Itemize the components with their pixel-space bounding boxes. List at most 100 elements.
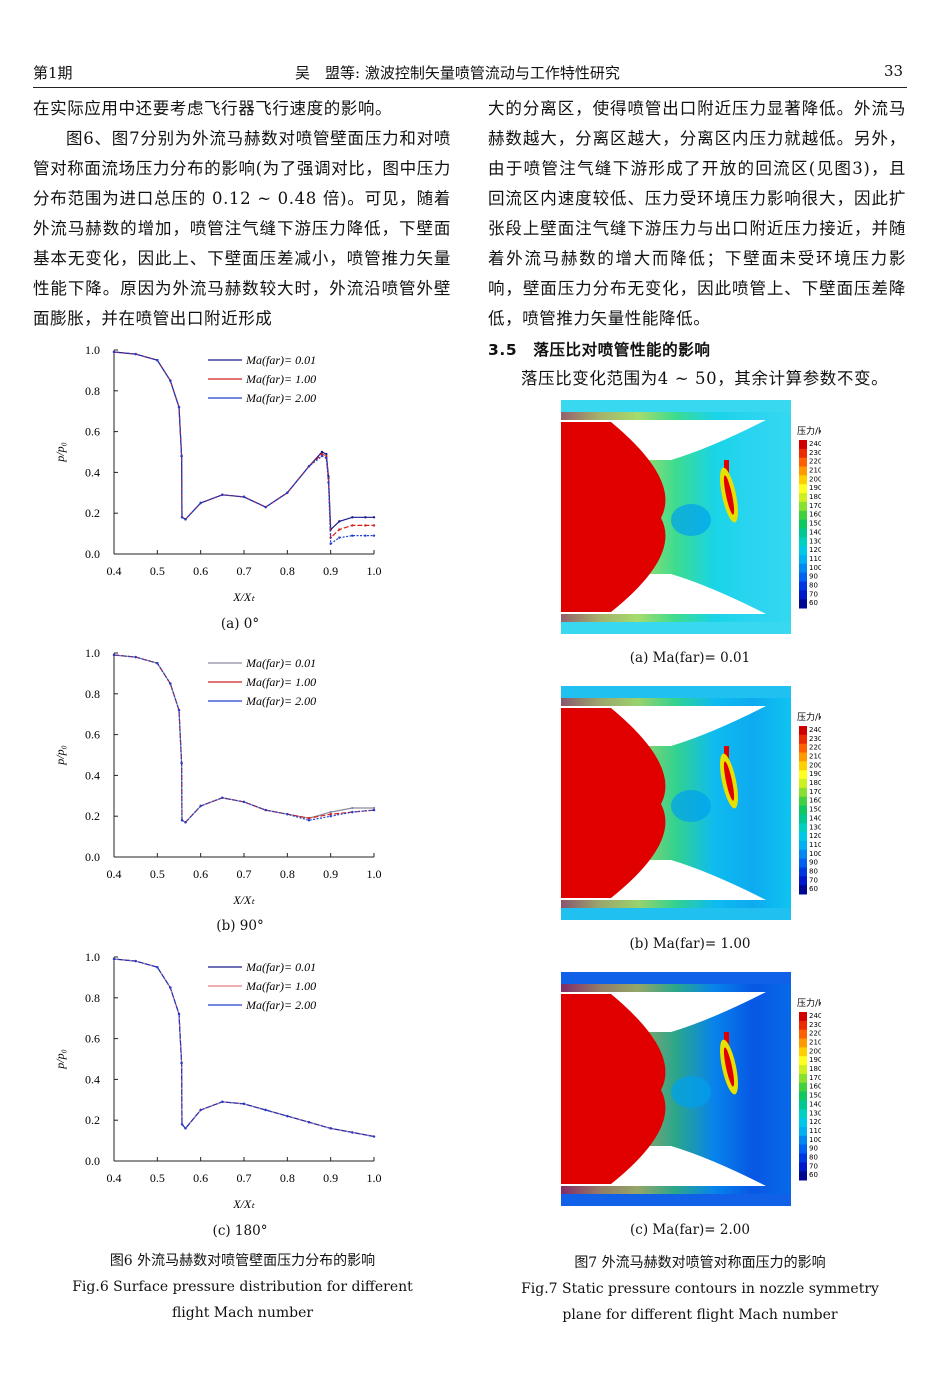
contour-panel-a: 压力/kPa2402302202102001901801701601501401… xyxy=(561,400,834,634)
x-tick-label: 0.9 xyxy=(323,564,338,578)
data-point xyxy=(199,1108,202,1112)
y-tick-label: 0.2 xyxy=(85,1113,100,1127)
colorbar-label: 110 xyxy=(809,555,821,563)
data-point xyxy=(364,524,367,527)
colorbar-label: 100 xyxy=(809,1136,821,1144)
data-point xyxy=(364,516,367,519)
data-point xyxy=(327,475,330,478)
colorbar-title: 压力/kPa xyxy=(797,711,821,723)
colorbar-label: 120 xyxy=(809,832,821,840)
y-tick-label: 1.0 xyxy=(85,343,100,357)
colorbar-step xyxy=(799,1020,807,1031)
caption-en: Fig.6 Surface pressure distribution for … xyxy=(72,1279,413,1295)
colorbar-step xyxy=(799,510,807,521)
data-point xyxy=(199,501,202,505)
series-line xyxy=(113,351,374,540)
colorbar-step xyxy=(799,726,807,736)
fig6-caption: 图6 外流马赫数对喷管壁面压力分布的影响 Fig.6 Surface press… xyxy=(40,1248,445,1326)
colorbar-step xyxy=(799,528,807,538)
low-pressure-cell xyxy=(671,790,711,822)
colorbar-label: 190 xyxy=(809,1056,821,1064)
colorbar-step xyxy=(799,546,807,556)
data-point xyxy=(134,655,137,659)
colorbar-step xyxy=(799,466,807,476)
colorbar-label: 80 xyxy=(809,581,818,589)
legend-entry: Ma(far)= 0.01 xyxy=(245,656,316,670)
colorbar-label: 230 xyxy=(809,1021,821,1029)
colorbar-label: 230 xyxy=(809,735,821,743)
colorbar-label: 60 xyxy=(809,599,818,607)
series-line xyxy=(113,351,374,545)
data-point xyxy=(134,352,137,356)
data-point xyxy=(320,452,324,456)
contour-svg: 压力/kPa2402302202102001901801701601501401… xyxy=(561,972,834,1206)
colorbar-step xyxy=(799,832,807,842)
series-line xyxy=(113,351,374,531)
data-point xyxy=(325,456,328,460)
plot-b: 0.4 0.5 0.6 0.7 0.8 0.9 1.0 0.0 0.2 0.4 0.6 0.8 1.0 X… xyxy=(30,633,460,933)
data-point xyxy=(180,516,184,519)
colorbar-label: 140 xyxy=(809,1100,821,1108)
colorbar-step xyxy=(799,743,807,754)
data-point xyxy=(177,708,181,712)
y-tick-label: 0.4 xyxy=(85,768,100,782)
colorbar-label: 60 xyxy=(809,1171,818,1179)
colorbar-step xyxy=(799,501,807,512)
colorbar-label: 100 xyxy=(809,564,821,572)
legend-entry: Ma(far)= 1.00 xyxy=(245,372,316,386)
inlet-region xyxy=(561,708,666,898)
shock-core xyxy=(723,475,735,515)
data-point xyxy=(351,524,354,527)
plot-a: 0.4 0.5 0.6 0.7 0.8 0.9 1.0 0.0 0.2 0.4 0.6 0.8 1.0 X… xyxy=(30,330,460,630)
colorbar-label: 240 xyxy=(809,1012,821,1020)
colorbar-label: 160 xyxy=(809,1083,821,1091)
data-point xyxy=(307,817,311,820)
x-tick-label: 0.6 xyxy=(193,564,208,578)
data-point xyxy=(242,800,246,804)
colorbar-label: 90 xyxy=(809,859,818,867)
inlet-region xyxy=(561,422,666,612)
data-point xyxy=(156,662,159,665)
data-point xyxy=(351,534,354,537)
data-point xyxy=(329,810,332,814)
chart-svg: 0.4 0.5 0.6 0.7 0.8 0.9 1.0 0.0 0.2 0.4 0.6 0.8 1.0 X… xyxy=(53,343,382,604)
contour-panel-b: 压力/kPa2402302202102001901801701601501401… xyxy=(561,686,834,920)
contour-svg: 压力/kPa2402302202102001901801701601501401… xyxy=(561,686,834,920)
colorbar-step xyxy=(799,867,807,877)
y-tick-label: 0.0 xyxy=(85,850,100,864)
data-point xyxy=(134,959,137,963)
colorbar-label: 220 xyxy=(809,458,821,466)
data-point xyxy=(329,815,332,818)
data-point xyxy=(169,379,172,382)
data-point xyxy=(351,516,354,519)
x-tick-label: 0.4 xyxy=(107,564,122,578)
data-point xyxy=(221,493,224,497)
right-column-text: 大的分离区，使得喷管出口附近压力显著降低。外流马赫数越大，分离区越大，分离区内压… xyxy=(488,94,906,394)
x-tick-label: 0.6 xyxy=(193,867,208,881)
data-point xyxy=(286,491,289,494)
x-tick-label: 0.8 xyxy=(280,1171,295,1185)
injection-slot xyxy=(724,746,729,764)
legend-entry: Ma(far)= 1.00 xyxy=(245,675,316,689)
colorbar-label: 170 xyxy=(809,1074,821,1082)
colorbar-label: 120 xyxy=(809,546,821,554)
paragraph: 落压比变化范围为4 ~ 50，其余计算参数不变。 xyxy=(521,369,889,388)
colorbar-step xyxy=(799,493,807,503)
x-tick-label: 0.8 xyxy=(280,867,295,881)
colorbar-label: 130 xyxy=(809,537,821,545)
legend-entry: Ma(far)= 1.00 xyxy=(245,979,316,993)
colorbar-label: 160 xyxy=(809,797,821,805)
y-tick-label: 0.0 xyxy=(85,547,100,561)
data-point xyxy=(372,524,376,527)
data-point xyxy=(177,1012,181,1016)
colorbar-step xyxy=(799,1073,807,1084)
data-point xyxy=(180,454,183,458)
colorbar-step xyxy=(799,787,807,798)
y-tick-label: 0.2 xyxy=(85,506,100,520)
colorbar-step xyxy=(799,1162,807,1172)
legend-entry: Ma(far)= 0.01 xyxy=(245,960,316,974)
x-tick-label: 0.9 xyxy=(323,1171,338,1185)
series-line xyxy=(113,958,375,1138)
colorbar-step xyxy=(799,1082,807,1093)
caption-cn: 图7 外流马赫数对喷管对称面压力的影响 xyxy=(574,1255,826,1271)
